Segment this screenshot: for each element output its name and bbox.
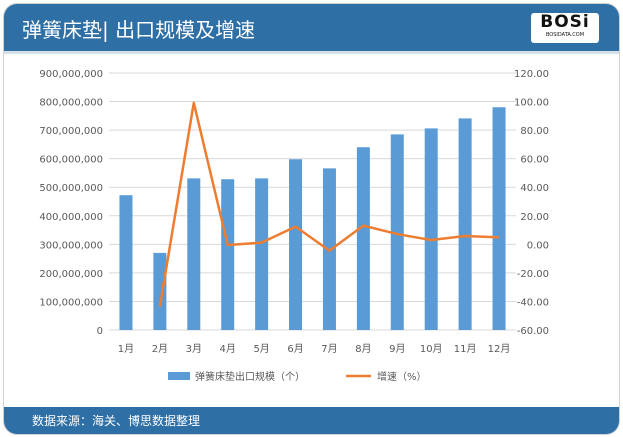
- footer-bar: 数据来源：海关、博思数据整理: [4, 407, 619, 434]
- left-tick-label: 800,000,000: [39, 98, 103, 109]
- right-tick-label: 20.00: [520, 212, 549, 223]
- bar: [356, 147, 370, 330]
- legend-line-label: 增速（%）: [377, 370, 427, 383]
- x-tick-label: 10月: [420, 343, 443, 355]
- chart-svg: 0 100,000,000 200,000,000 300,000,000 400,00…: [39, 69, 549, 383]
- right-tick-label: 60.00: [520, 155, 549, 166]
- x-tick-label: 12月: [488, 343, 511, 355]
- x-tick-label: 6月: [287, 343, 303, 355]
- chart-card: 弹簧床垫| 出口规模及增速 BOSi BOSIDATA.COM 0 100,000,…: [3, 3, 620, 435]
- x-tick-label: 4月: [220, 343, 236, 355]
- legend-bar-swatch: [168, 372, 190, 380]
- bar: [492, 107, 506, 330]
- bar: [458, 118, 472, 330]
- x-tick-label: 1月: [118, 343, 134, 355]
- legend-bar-label: 弹簧床垫出口规模（个）: [195, 370, 305, 383]
- left-tick-label: 300,000,000: [39, 240, 103, 251]
- left-tick-label: 200,000,000: [39, 269, 103, 280]
- right-tick-label: 120.00: [514, 69, 549, 80]
- bar: [221, 179, 235, 330]
- bar: [255, 178, 269, 330]
- bar: [390, 134, 404, 330]
- right-tick-label: 100.00: [514, 98, 549, 109]
- x-tick-label: 11月: [454, 343, 477, 355]
- x-tick-label: 9月: [389, 343, 405, 355]
- right-tick-label: -40.00: [517, 297, 549, 308]
- bar: [424, 128, 438, 330]
- right-tick-label: -60.00: [517, 326, 549, 337]
- right-tick-label: 40.00: [520, 183, 549, 194]
- chart-title: 弹簧床垫| 出口规模及增速: [22, 18, 256, 42]
- left-tick-label: 600,000,000: [39, 155, 103, 166]
- left-tick-label: 100,000,000: [39, 297, 103, 308]
- left-tick-label: 0: [97, 326, 103, 337]
- left-tick-label: 400,000,000: [39, 212, 103, 223]
- x-tick-label: 7月: [321, 343, 337, 355]
- x-tick-label: 8月: [355, 343, 371, 355]
- bosi-logo: BOSi BOSIDATA.COM: [531, 13, 599, 43]
- data-source: 数据来源：海关、博思数据整理: [32, 414, 201, 428]
- x-tick-label: 3月: [186, 343, 202, 355]
- header-bar: 弹簧床垫| 出口规模及增速 BOSi BOSIDATA.COM: [4, 4, 619, 54]
- left-tick-label: 700,000,000: [39, 126, 103, 137]
- right-tick-label: -20.00: [517, 269, 549, 280]
- left-tick-label: 900,000,000: [39, 69, 103, 80]
- right-tick-label: 0.00: [527, 240, 549, 251]
- left-tick-label: 500,000,000: [39, 183, 103, 194]
- right-tick-label: 80.00: [520, 126, 549, 137]
- x-tick-label: 2月: [152, 343, 168, 355]
- bar: [119, 195, 133, 330]
- bar: [289, 159, 303, 330]
- bar: [187, 178, 201, 330]
- x-tick-label: 5月: [253, 343, 269, 355]
- bar: [153, 252, 167, 330]
